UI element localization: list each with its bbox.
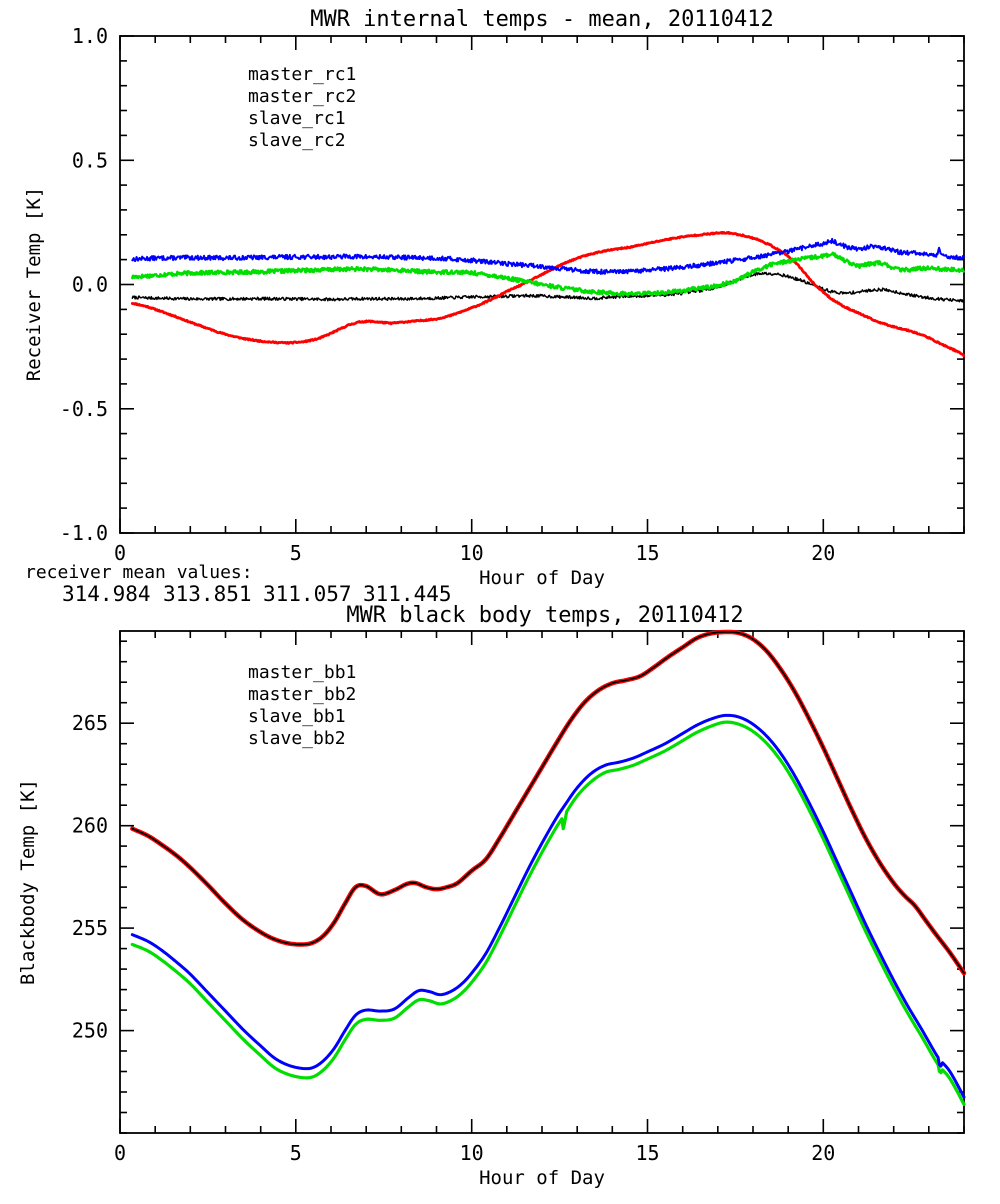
top-plot: MWR internal temps - mean, 20110412 0 5 10… [23, 7, 966, 589]
ytick-label: 250 [72, 1019, 108, 1043]
legend-item-master-bb1: master_bb1 [248, 662, 356, 683]
bottom-plot-ytick-labels: 250 255 260 265 [72, 711, 108, 1042]
series-line-slave_bb2 [130, 720, 966, 1106]
top-plot-xlabel: Hour of Day [479, 567, 605, 589]
series-line-slave_rc1 [131, 237, 965, 275]
xtick-label: 5 [290, 541, 302, 565]
legend-item-slave-rc1: slave_rc1 [248, 108, 346, 129]
bottom-plot-ylabel: Blackbody Temp [K] [17, 779, 39, 985]
mean-value-master-rc1: 314.984 [62, 582, 151, 606]
series-line-master_rc1 [131, 271, 965, 303]
top-plot-series [130, 230, 966, 358]
bottom-plot-xlabel: Hour of Day [479, 1167, 605, 1189]
bottom-plot-ticks [119, 631, 965, 1134]
xtick-label: 10 [460, 1141, 484, 1165]
top-plot-xtick-labels: 0 5 10 15 20 [114, 541, 835, 565]
ytick-label: -0.5 [60, 397, 108, 421]
ytick-label: 0.5 [72, 148, 108, 172]
bottom-plot-frame [119, 630, 965, 1134]
xtick-label: 20 [811, 541, 835, 565]
ytick-label: 1.0 [72, 24, 108, 48]
mean-value-slave-rc2: 311.445 [363, 582, 452, 606]
top-plot-legend: master_rc1 master_rc2 slave_rc1 slave_rc… [248, 64, 356, 151]
bottom-plot-title: MWR black body temps, 20110412 [346, 603, 743, 628]
mean-value-slave-rc1: 311.057 [263, 582, 352, 606]
xtick-label: 10 [460, 541, 484, 565]
legend-item-master-rc1: master_rc1 [248, 64, 356, 85]
ytick-label: 0.0 [72, 273, 108, 297]
legend-item-slave-bb1: slave_bb1 [248, 706, 346, 727]
top-plot-ylabel: Receiver Temp [K] [23, 187, 45, 381]
ytick-label: 265 [72, 711, 108, 735]
xtick-label: 0 [114, 1141, 126, 1165]
top-plot-title: MWR internal temps - mean, 20110412 [310, 7, 774, 32]
top-plot-ticks [119, 35, 965, 534]
ytick-label: 260 [72, 814, 108, 838]
legend-item-slave-bb2: slave_bb2 [248, 728, 346, 749]
series-line-master_rc2 [130, 230, 966, 358]
series-line-master_bb1 [131, 631, 965, 975]
legend-item-slave-rc2: slave_rc2 [248, 130, 346, 151]
series-line-slave_rc2 [131, 251, 965, 297]
bottom-plot: MWR black body temps, 20110412 0 5 10 15 20 … [17, 603, 967, 1189]
xtick-label: 20 [811, 1141, 835, 1165]
ytick-label: 255 [72, 916, 108, 940]
receiver-mean-values: receiver mean values: 314.984 313.851 31… [25, 562, 452, 606]
bottom-plot-xtick-labels: 0 5 10 15 20 [114, 1141, 835, 1165]
bottom-plot-legend: master_bb1 master_bb2 slave_bb1 slave_bb… [248, 662, 356, 749]
mean-value-master-rc2: 313.851 [163, 582, 252, 606]
xtick-label: 15 [635, 541, 659, 565]
ytick-label: -1.0 [60, 521, 108, 545]
series-line-slave_bb1 [130, 713, 966, 1099]
bottom-plot-series [130, 629, 967, 1106]
top-plot-ytick-labels: -1.0 -0.5 0.0 0.5 1.0 [60, 24, 108, 545]
xtick-label: 5 [290, 1141, 302, 1165]
xtick-label: 0 [114, 541, 126, 565]
legend-item-master-bb2: master_bb2 [248, 684, 356, 705]
legend-item-master-rc2: master_rc2 [248, 86, 356, 107]
receiver-mean-values-label: receiver mean values: [25, 562, 253, 583]
xtick-label: 15 [635, 1141, 659, 1165]
